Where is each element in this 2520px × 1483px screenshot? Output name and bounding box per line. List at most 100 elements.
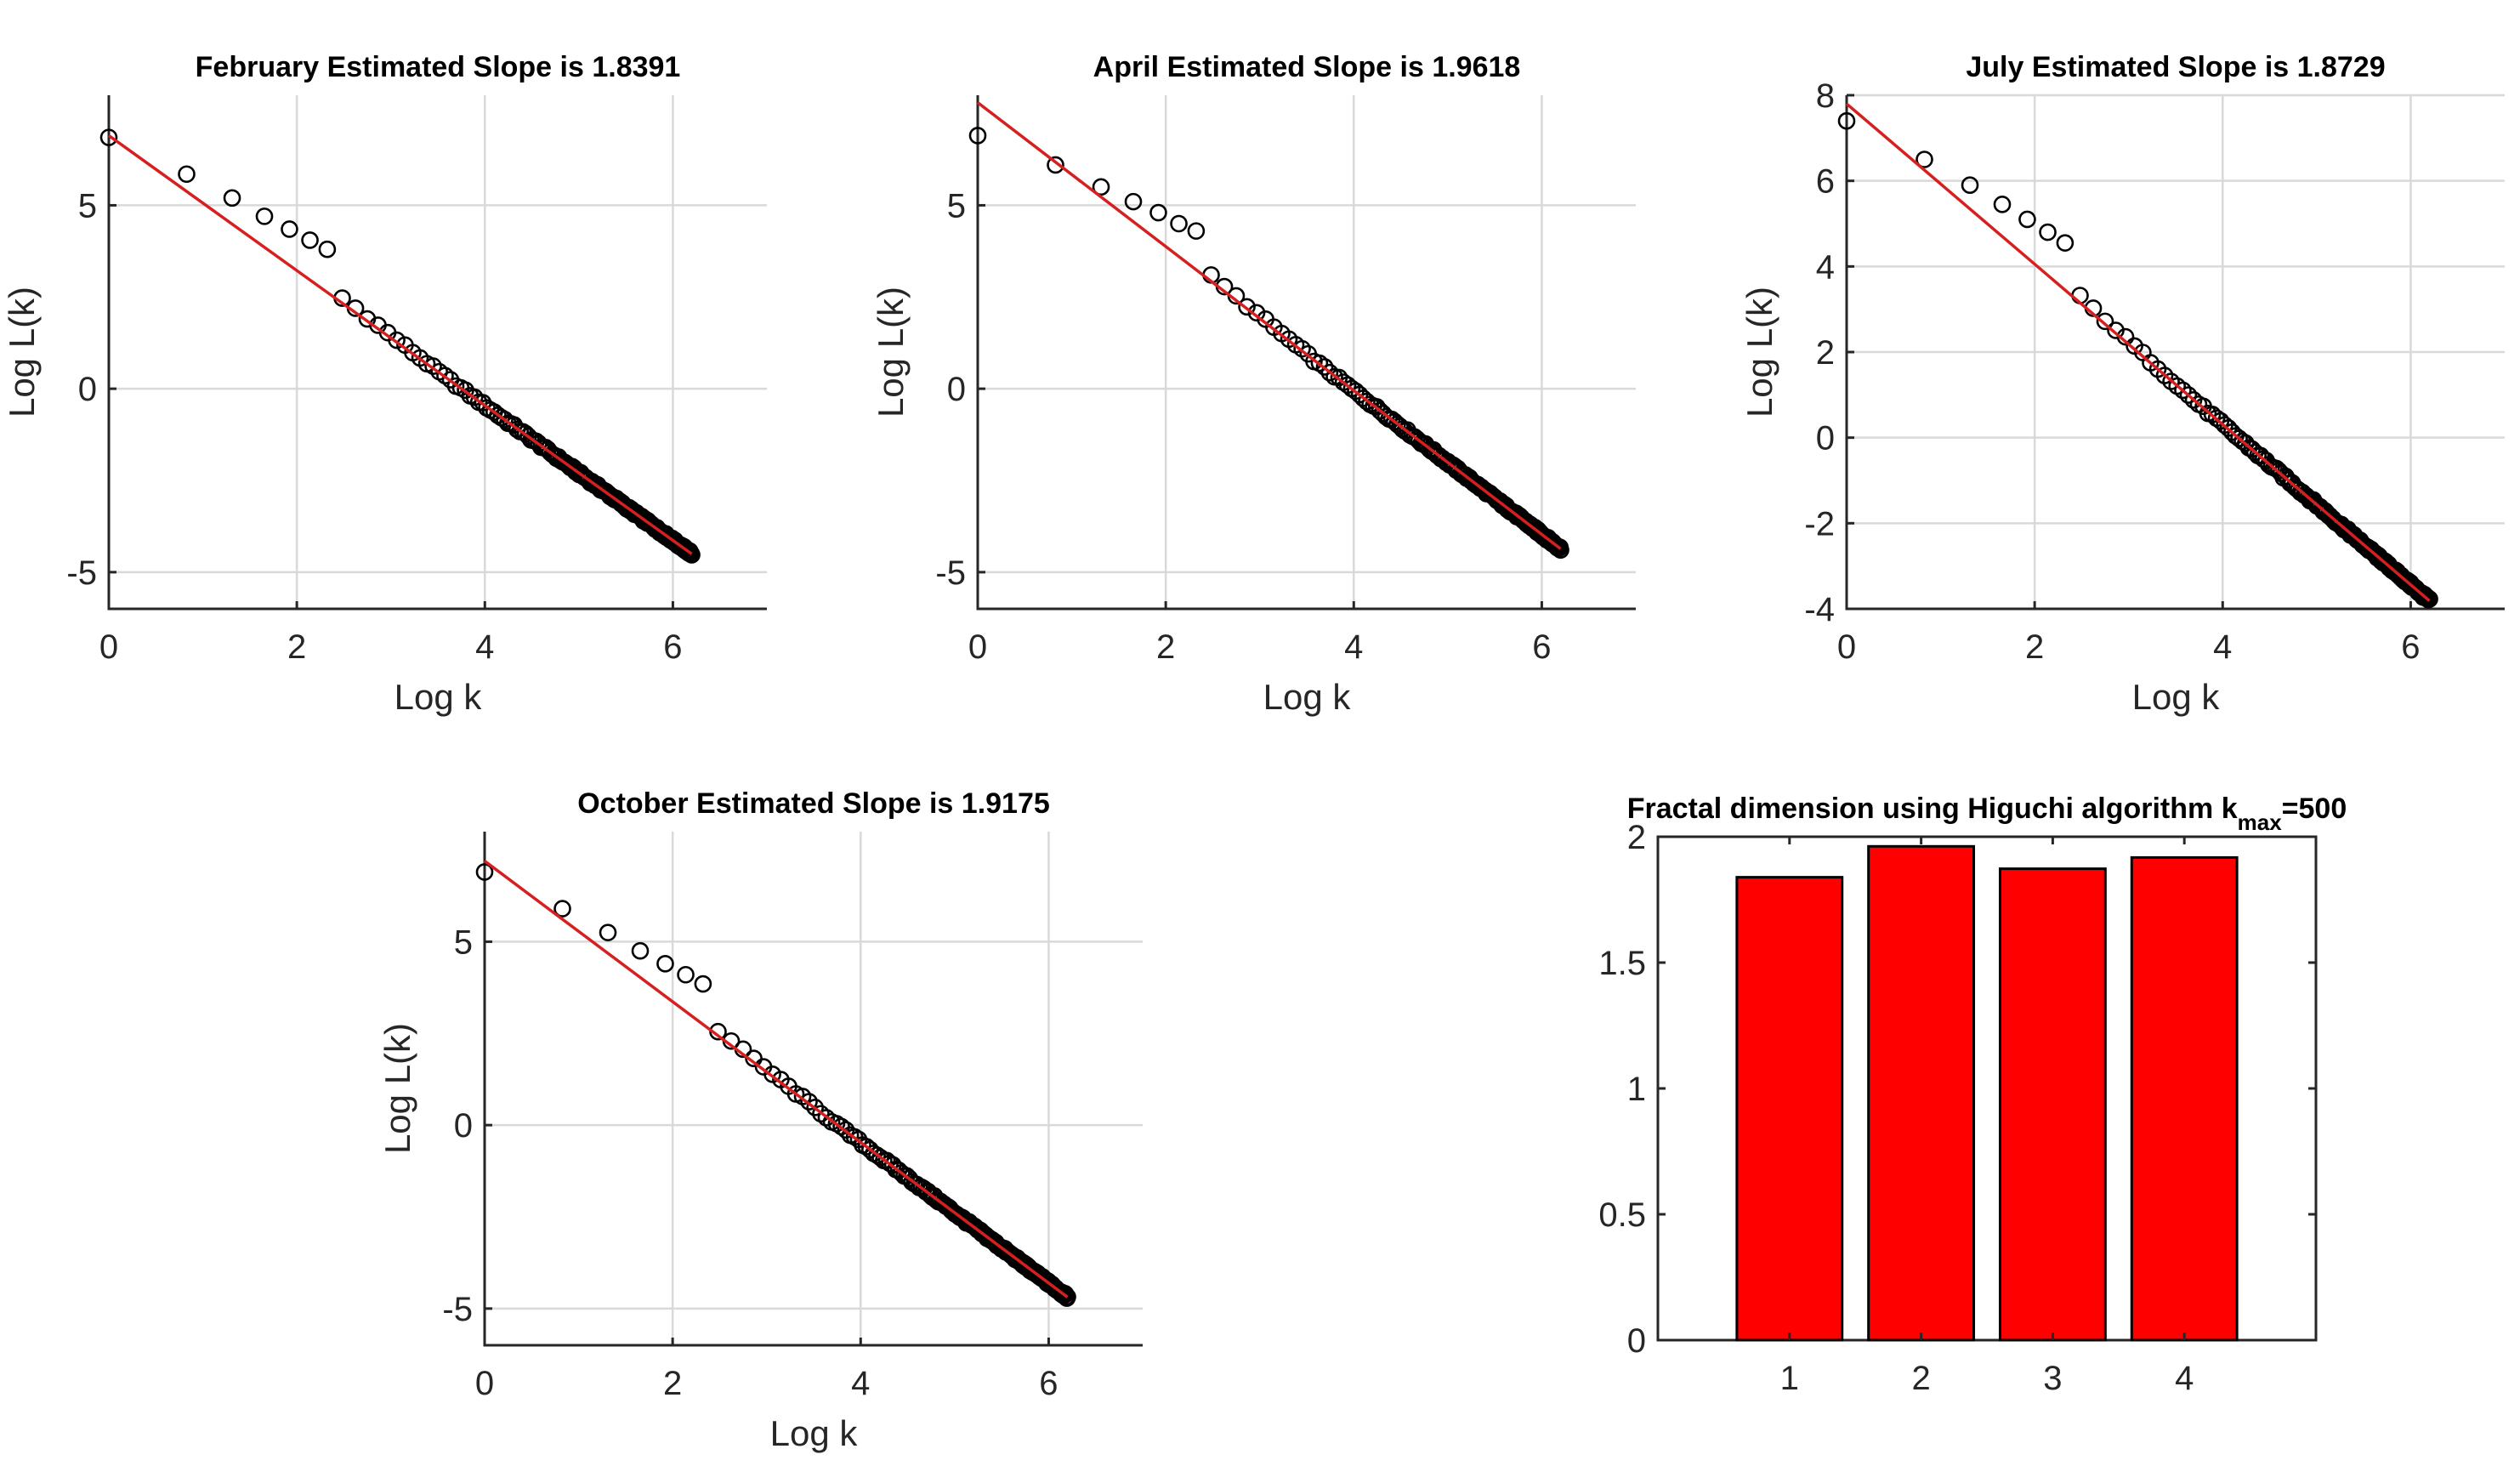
x-tick-label: 2 [2025, 628, 2044, 666]
data-point [1187, 222, 1206, 240]
subplot-title: April Estimated Slope is 1.9618 [1093, 51, 1521, 83]
fit-line [976, 101, 1562, 550]
x-tick-label: 6 [1532, 628, 1551, 666]
data-points [1837, 111, 2438, 609]
x-tick-label: 3 [2043, 1360, 2062, 1397]
data-point [424, 357, 442, 375]
data-point [2039, 223, 2057, 241]
y-tick-label: -5 [442, 1291, 473, 1328]
data-point [1552, 541, 1569, 559]
y-tick-label: 0 [947, 371, 966, 408]
x-tick-label: 2 [1911, 1360, 1930, 1397]
data-point [2174, 381, 2192, 400]
x-tick-label: 2 [663, 1365, 682, 1402]
y-tick-label: -4 [1804, 591, 1835, 628]
data-point [599, 923, 617, 941]
y-tick-label: 2 [1627, 819, 1646, 856]
y-tick-label: 1 [1627, 1071, 1646, 1108]
data-point [1320, 363, 1339, 382]
data-point [1124, 192, 1143, 211]
subplot-3: 0 2 4 6 -4 -2 0 2 4 6 8 July Estimated Slope is 1.8… [1740, 51, 2505, 717]
x-tick-label: 0 [1837, 628, 1856, 666]
data-points [99, 128, 701, 564]
y-tick-label: 0 [78, 371, 97, 408]
x-tick-label: 0 [475, 1365, 494, 1402]
bar [1735, 876, 1844, 1342]
data-point [800, 1093, 818, 1111]
data-point [318, 240, 337, 259]
data-point [178, 165, 196, 184]
data-point [99, 128, 118, 146]
data-point [1916, 151, 1933, 168]
data-point [1047, 156, 1064, 174]
data-point [1238, 298, 1256, 316]
x-tick-label: 6 [663, 628, 682, 666]
data-point [2237, 434, 2255, 452]
data-point [1059, 1287, 1076, 1306]
y-tick-label: 5 [947, 187, 966, 224]
data-point [281, 220, 298, 238]
y-tick-label: 4 [1816, 248, 1835, 286]
data-point [1092, 178, 1110, 196]
data-point [2179, 386, 2198, 404]
bar [1867, 844, 1976, 1342]
x-tick-label: 2 [287, 628, 306, 666]
data-point [436, 366, 454, 385]
x-axis-label: Log k [394, 677, 483, 717]
subplot-5: 0 0.5 1 1.5 2 1 2 3 4 Fractal dimension using Hig… [1598, 793, 2347, 1397]
data-point [1170, 214, 1188, 233]
data-point [2096, 312, 2114, 331]
x-axis-label: Log k [2132, 677, 2221, 717]
title-tail: =500 [2282, 793, 2347, 825]
y-tick-label: 0 [454, 1107, 473, 1145]
data-point [1374, 405, 1392, 423]
data-point [223, 189, 241, 207]
data-point [2056, 234, 2074, 252]
x-tick-label: 0 [99, 628, 118, 666]
data-point [2071, 287, 2089, 304]
y-axis-label: Log L(k) [871, 287, 911, 418]
data-point [1315, 358, 1334, 376]
y-tick-label: 6 [1816, 163, 1835, 201]
data-point [2421, 590, 2438, 608]
data-point [475, 863, 494, 881]
data-point [553, 900, 571, 918]
y-tick-label: -5 [935, 554, 966, 592]
data-point [694, 974, 712, 993]
x-tick-label: 4 [475, 628, 494, 666]
data-point [677, 965, 695, 984]
y-tick-label: 0.5 [1598, 1196, 1646, 1234]
fit-line [1845, 102, 2431, 602]
y-tick-label: 5 [454, 923, 473, 961]
data-point [2018, 210, 2036, 229]
y-tick-label: 1.5 [1598, 945, 1646, 982]
y-tick-label: 0 [1627, 1322, 1646, 1360]
x-tick-label: 1 [1780, 1360, 1799, 1397]
data-point [1993, 196, 2012, 213]
data-point [301, 231, 319, 249]
bar [1998, 867, 2107, 1342]
y-axis-label: Log L(k) [2, 287, 42, 418]
data-point [631, 941, 650, 960]
y-tick-label: 0 [1816, 420, 1835, 457]
x-tick-label: 4 [1344, 628, 1363, 666]
x-tick-label: 0 [968, 628, 987, 666]
y-axis-label: Log L(k) [377, 1023, 417, 1154]
y-axis-label: Log L(k) [1740, 287, 1779, 418]
y-tick-label: 8 [1816, 77, 1835, 115]
title-subscript: max [2238, 810, 2283, 835]
subplot-title: July Estimated Slope is 1.8729 [1966, 51, 2385, 83]
x-axis-label: Log k [770, 1413, 859, 1453]
data-point [683, 546, 701, 564]
subplot-title: February Estimated Slope is 1.8391 [196, 51, 681, 83]
y-tick-label: 2 [1816, 334, 1835, 372]
x-tick-label: 6 [2401, 628, 2420, 666]
fit-line [483, 860, 1069, 1298]
x-tick-label: 2 [1156, 628, 1175, 666]
y-tick-label: -2 [1804, 505, 1835, 543]
y-tick-label: 5 [78, 187, 97, 224]
title-main: Fractal dimension using Higuchi algorith… [1627, 793, 2238, 825]
